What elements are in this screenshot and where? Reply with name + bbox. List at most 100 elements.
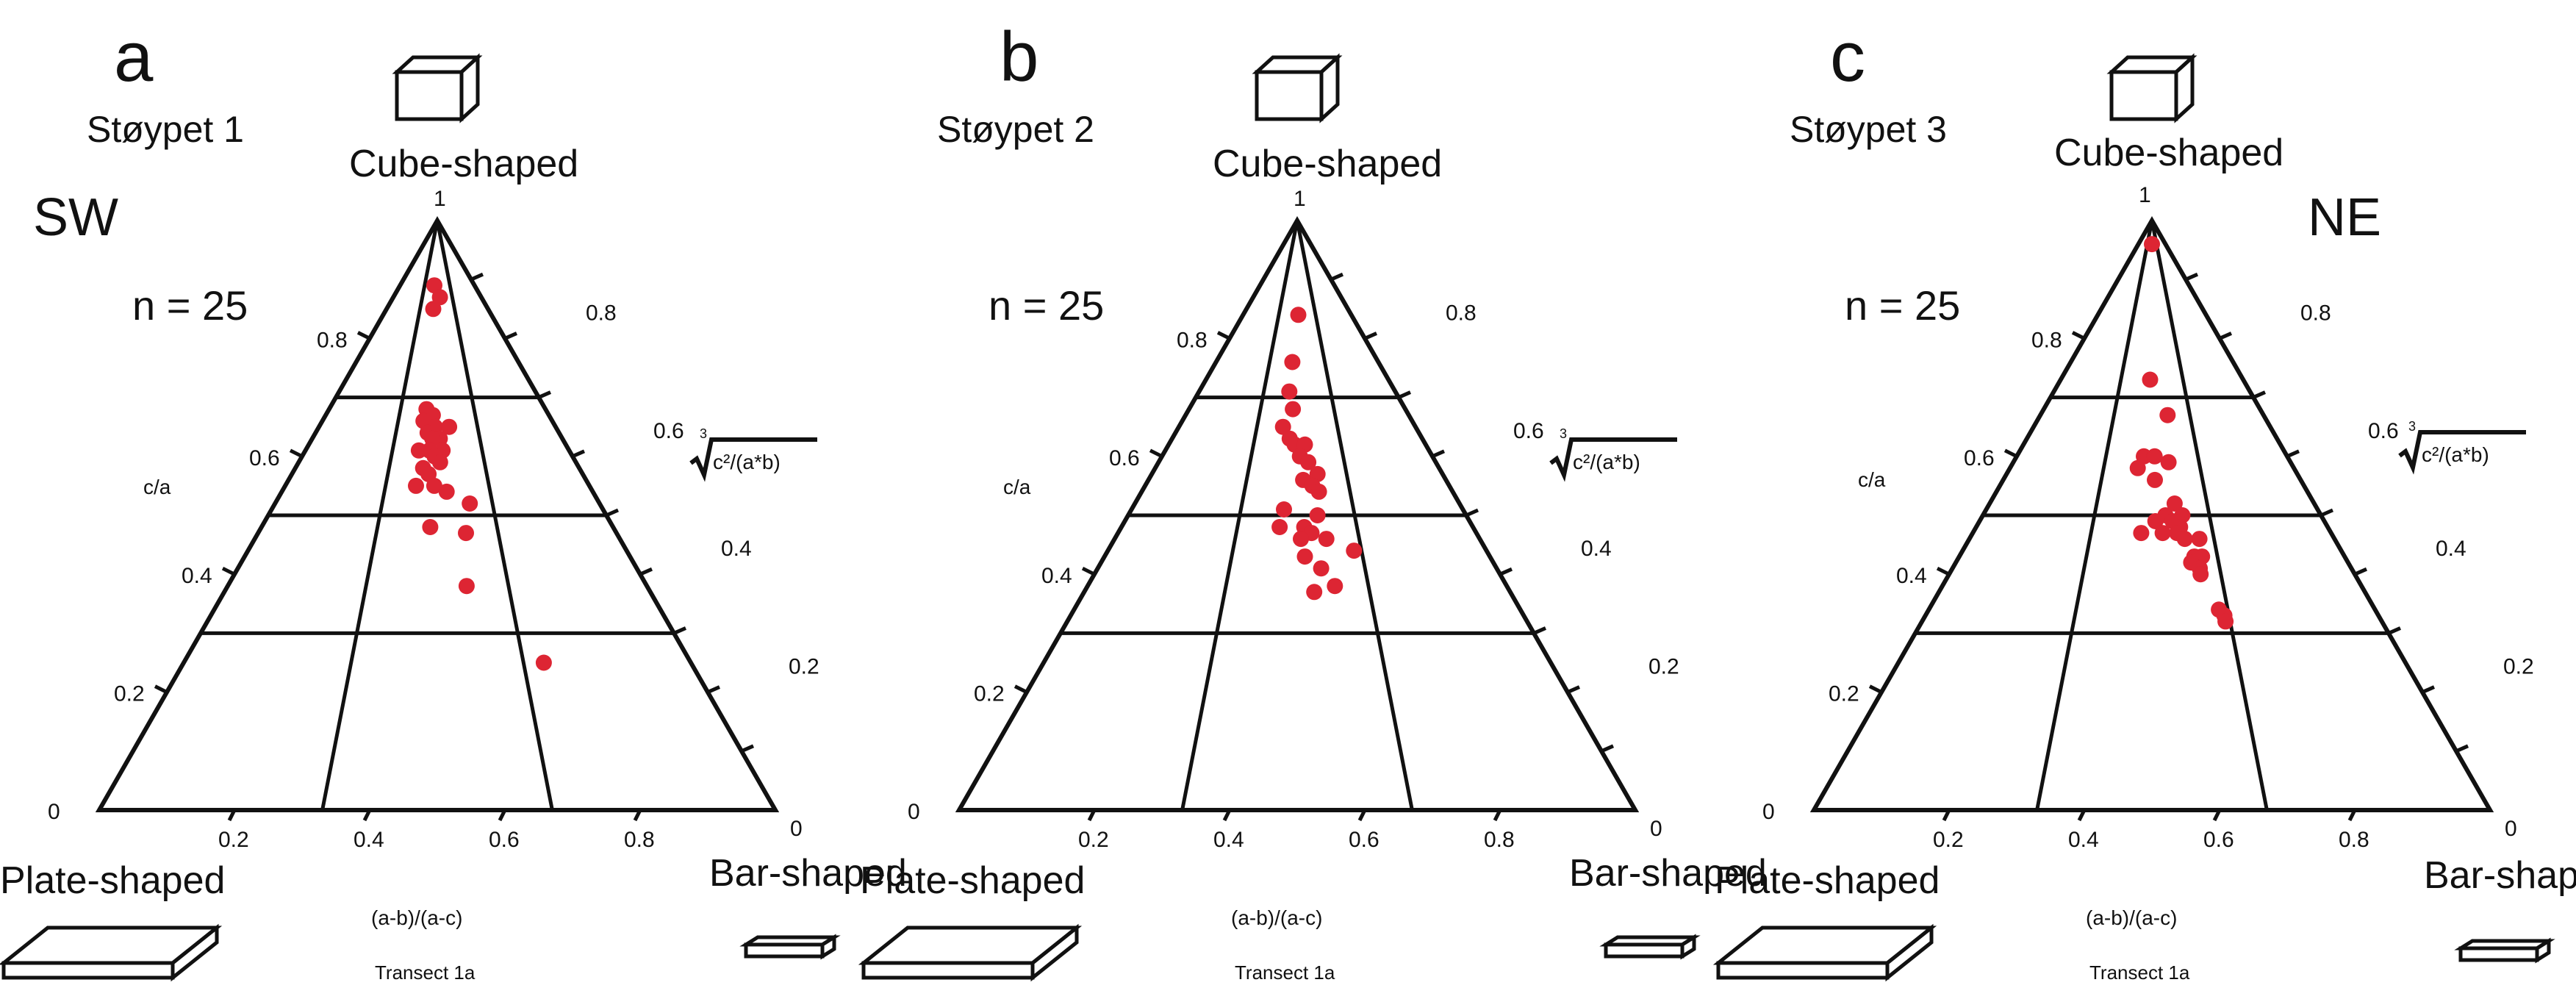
right-corner-tick-label: 0 (790, 817, 803, 841)
bottom-tick-mark (2347, 809, 2357, 822)
plate-icon (858, 923, 1083, 982)
right-tick-label: 0.4 (721, 537, 752, 561)
right-tick-mark (571, 449, 586, 459)
bar-face-front (744, 942, 825, 959)
bottom-tick-label: 0.2 (1933, 828, 1964, 852)
right-tick-mark (2353, 567, 2368, 576)
data-point (431, 454, 448, 470)
vertex-label-cube: Cube-shaped (349, 143, 578, 185)
bottom-tick-label: 0.8 (624, 828, 655, 852)
right-tick-label: 0.8 (586, 301, 617, 325)
right-axis-label: c²/(a*b) (2422, 443, 2489, 466)
data-point (1276, 501, 1292, 518)
bottom-tick-mark (1942, 809, 1951, 822)
cube-face-side (459, 53, 480, 123)
right-tick-label: 0.8 (1446, 301, 1477, 325)
site-name: Støypet 1 (87, 109, 244, 150)
cube-face-front (2109, 70, 2178, 121)
vertex-label-bar: Bar-shaped (2424, 854, 2576, 897)
left-tick-mark (2003, 448, 2018, 459)
apex-tick-label: 1 (2139, 183, 2151, 207)
plate-face-front (861, 961, 1035, 980)
vertex-label-bar: Bar-shaped (709, 852, 907, 895)
right-tick-mark (2421, 685, 2436, 694)
left-tick-label: 0.2 (974, 682, 1005, 706)
bar-face-side (1680, 934, 1696, 960)
vertex-label-plate: Plate-shaped (860, 859, 1085, 902)
right-tick-mark (1397, 390, 1412, 399)
transect-label: Transect 1a (2089, 962, 2190, 984)
bottom-tick-label: 0.6 (2203, 828, 2234, 852)
plate-face-side (1885, 923, 1934, 982)
sample-count-label: n = 25 (989, 282, 1104, 329)
cube-icon (2106, 53, 2198, 123)
right-tick-mark (740, 744, 755, 753)
right-tick-mark (1600, 744, 1615, 753)
bar-icon (1599, 934, 1701, 960)
data-point (425, 301, 442, 318)
vertex-label-bar: Bar-shaped (1569, 852, 1767, 895)
right-tick-label: 0.8 (2300, 301, 2331, 325)
plate-face-front (1716, 961, 1890, 980)
left-tick-mark (356, 331, 371, 340)
vertex-label-plate: Plate-shaped (0, 859, 225, 902)
left-tick-mark (1081, 566, 1096, 576)
left-corner-tick-label: 0 (1762, 800, 1775, 824)
data-point (2166, 495, 2183, 512)
data-point (1290, 307, 1307, 323)
left-axis-label: c/a (1003, 476, 1031, 498)
side-label: SW (33, 188, 118, 247)
grid-line-a-b-1 (435, 220, 554, 811)
bottom-tick-mark (1222, 809, 1232, 822)
bottom-tick-label: 0.4 (354, 828, 384, 852)
data-point (2147, 471, 2163, 488)
left-tick-mark (1013, 684, 1028, 694)
left-tick-label: 0.4 (1896, 564, 1927, 588)
bar-face-front (2458, 946, 2539, 962)
right-tick-mark (503, 332, 518, 340)
bottom-tick-mark (498, 809, 507, 822)
left-tick-label: 0.4 (182, 564, 212, 588)
data-point (1300, 454, 1317, 470)
right-axis-formula: 3 c²/(a*b) (2398, 419, 2526, 475)
transect-label: Transect 1a (375, 962, 476, 984)
right-tick-mark (706, 685, 721, 694)
bottom-tick-label: 0.6 (1349, 828, 1380, 852)
left-corner-tick-label: 0 (48, 800, 60, 824)
transect-label: Transect 1a (1235, 962, 1335, 984)
data-point (1281, 383, 1298, 400)
cube-face-side (2174, 53, 2195, 123)
left-tick-mark (1868, 684, 1883, 694)
data-point (535, 654, 552, 671)
data-point (2142, 371, 2159, 388)
grid-line-a-b-1 (1295, 220, 1414, 811)
data-point (441, 418, 458, 435)
data-point (2144, 236, 2160, 253)
apex-tick-label: 1 (434, 187, 446, 211)
bottom-tick-label: 0.8 (1484, 828, 1515, 852)
right-tick-label: 0.4 (1581, 537, 1612, 561)
right-tick-mark (2320, 508, 2334, 518)
bottom-tick-mark (2077, 809, 2087, 822)
cube-face-side (1319, 53, 1340, 123)
right-tick-label: 0.6 (1513, 419, 1544, 443)
left-tick-label: 0.6 (1109, 446, 1140, 470)
cube-face-front (395, 70, 464, 121)
right-tick-mark (1363, 332, 1378, 340)
data-point (2133, 525, 2150, 542)
data-point (2192, 566, 2209, 583)
bar-face-side (2535, 937, 2551, 964)
panel-letter: c (1830, 18, 1865, 96)
grid-line-a-b-0 (320, 220, 440, 811)
data-point (426, 477, 442, 494)
bottom-tick-mark (362, 809, 372, 822)
left-corner-tick-label: 0 (908, 800, 920, 824)
right-tick-label: 0.2 (1648, 655, 1679, 679)
left-tick-mark (289, 448, 304, 459)
apex-tick-label: 1 (1294, 187, 1306, 211)
bottom-tick-mark (633, 809, 642, 822)
plate-icon (0, 923, 223, 982)
data-point (458, 578, 475, 595)
left-tick-mark (1216, 331, 1231, 340)
